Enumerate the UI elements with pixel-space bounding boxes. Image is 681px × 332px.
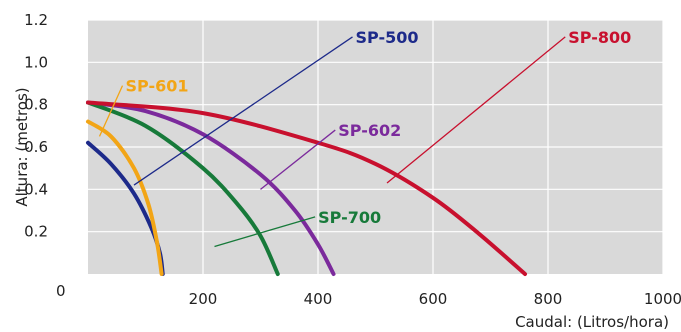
y-tick-label: 1.2	[24, 11, 48, 29]
x-tick-label: 800	[534, 290, 563, 308]
leader-line-sp-700	[214, 216, 316, 248]
y-tick-label: 0.4	[24, 180, 48, 198]
series-label-sp-700: SP-700	[318, 208, 381, 227]
x-axis-label: Caudal: (Litros/hora)	[515, 313, 669, 331]
tick-labels: 0.2 0.4 0.6 0.8 1.0 1.2 200 400 600 800 1000	[24, 11, 681, 308]
x-tick-label: 1000	[644, 290, 681, 308]
series-label-sp-800: SP-800	[568, 28, 631, 47]
origin-label: 0	[56, 282, 66, 300]
leader-line-sp-602	[260, 129, 336, 190]
series-line-sp-800	[86, 100, 527, 276]
leader-line-sp-800	[386, 36, 566, 184]
x-tick-label: 400	[304, 290, 333, 308]
y-tick-label: 0.8	[24, 96, 48, 114]
series-label-sp-601: SP-601	[126, 77, 189, 96]
annotation-layer: SP-500 SP-601 SP-602 SP-700 SP-800	[98, 28, 631, 248]
leader-line-sp-500	[133, 36, 353, 186]
y-tick-label: 1.0	[24, 53, 48, 71]
x-tick-label: 600	[419, 290, 448, 308]
y-axis-label: Altura: (metros)	[13, 87, 31, 206]
leader-line-sp-601	[98, 85, 124, 137]
y-tick-label: 0.6	[24, 138, 48, 156]
series-line-sp-700	[86, 100, 280, 276]
grid-lines	[88, 19, 664, 274]
series-line-sp-602	[86, 100, 336, 276]
y-tick-label: 0.2	[24, 223, 48, 241]
series-layer	[86, 100, 527, 276]
series-label-sp-500: SP-500	[356, 28, 419, 47]
series-line-sp-601	[86, 119, 164, 276]
x-tick-label: 200	[189, 290, 218, 308]
series-label-sp-602: SP-602	[338, 121, 401, 140]
